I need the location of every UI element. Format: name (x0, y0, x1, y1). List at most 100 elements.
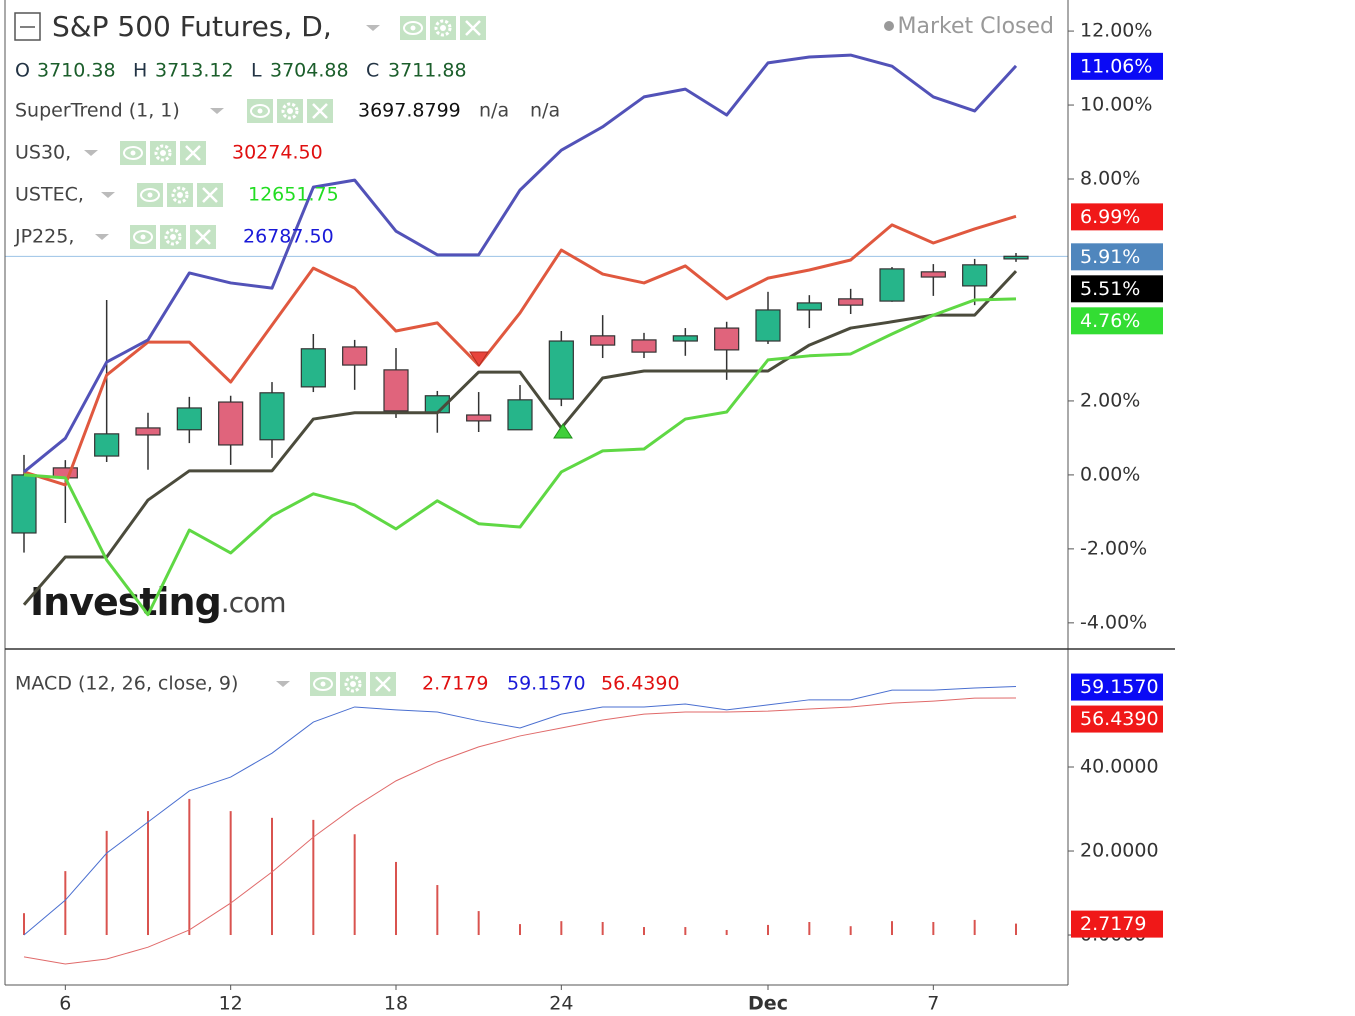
eye-icon (313, 677, 333, 691)
candle-body (11, 474, 37, 534)
ohlc-key: C (366, 60, 379, 82)
price-label: 6.99% (1080, 206, 1140, 228)
candle-body (507, 399, 533, 431)
remove-icon (202, 187, 218, 203)
remove-icon (185, 145, 201, 161)
price-label-box (1071, 673, 1163, 701)
candle-body (466, 414, 492, 422)
y-tick-label: 0.00% (1080, 463, 1140, 485)
ohlc-key: H (133, 60, 147, 82)
price-labels: 11.06% 6.99% 5.91% 5.51% 4.76% 59.1570 56.4390… (1071, 52, 1163, 938)
eye-icon (123, 146, 143, 160)
gear-icon (440, 25, 446, 31)
price-label: 11.06% (1080, 55, 1152, 77)
price-label-box (1071, 705, 1163, 733)
candle-body (838, 298, 864, 306)
legend-value: 26787.50 (243, 226, 334, 248)
dropdown-caret[interactable] (366, 25, 380, 31)
price-label: 5.91% (1080, 246, 1140, 268)
x-tick-label: 6 (59, 993, 71, 1015)
eye-icon (140, 234, 146, 240)
gear-icon (160, 150, 166, 156)
legend-name[interactable]: USTEC, (15, 184, 84, 206)
remove-icon (312, 103, 328, 119)
series-line (23, 53, 1018, 474)
candle-body (342, 346, 368, 366)
y-tick-label: -4.00% (1080, 611, 1147, 633)
gear-icon (177, 192, 183, 198)
ohlc-value: 3710.38 (37, 60, 116, 82)
legend-name[interactable]: SuperTrend (1, 1) (15, 100, 180, 122)
eye-icon (410, 25, 416, 31)
gear-icon (344, 675, 362, 693)
eye-icon (403, 21, 423, 35)
series-line (23, 297, 1017, 617)
y-tick-label: 12.00% (1080, 20, 1152, 42)
series-line (23, 214, 1017, 487)
dropdown-caret[interactable] (276, 681, 290, 687)
series-line (22, 270, 1018, 606)
candle-body (755, 309, 781, 342)
frame (4, 0, 1175, 986)
sell-signal (469, 351, 489, 367)
y-tick-label: 40.0000 (1080, 756, 1159, 778)
eye-icon (320, 681, 326, 687)
legend-name[interactable]: JP225, (14, 226, 74, 248)
buy-signal (553, 423, 573, 439)
price-label-box (1071, 275, 1163, 303)
ohlc-value: 3704.88 (270, 60, 349, 82)
candle-body (714, 327, 740, 351)
candle-body (300, 348, 326, 388)
market-status: Market Closed (897, 14, 1054, 39)
ohlc-value: 3711.88 (388, 60, 467, 82)
y-tick-label: 20.0000 (1080, 840, 1159, 862)
x-tick-label: 12 (219, 993, 243, 1015)
price-label: 2.7179 (1080, 913, 1146, 935)
ohlc-key: L (251, 60, 262, 82)
candle-body (879, 268, 905, 302)
legend-value: 12651.75 (248, 184, 339, 206)
legend-value: 56.4390 (601, 673, 680, 695)
watermark-part: .com (221, 586, 286, 619)
gear-icon (287, 108, 293, 114)
candle-body (590, 335, 616, 346)
plot-area: Investing.com (5, 53, 1068, 965)
indicator-title[interactable]: MACD (12, 26, close, 9) (15, 673, 238, 695)
dropdown-caret[interactable] (101, 192, 115, 198)
gear-icon (164, 228, 182, 246)
x-tick-label: 18 (384, 993, 408, 1015)
eye-icon (130, 150, 136, 156)
x-tick-label: 24 (549, 993, 573, 1015)
dropdown-caret[interactable] (84, 150, 98, 156)
legend-value: 3697.8799 (358, 100, 461, 122)
y-tick-label: 2.00% (1080, 389, 1140, 411)
axes: -4.00% -2.00% 0.00% 2.00% 8.00% 10.00% 12.00% 6… (59, 20, 1158, 1015)
eye-icon (147, 192, 153, 198)
ohlc-value: 3713.12 (155, 60, 234, 82)
legend-value: n/a (530, 100, 560, 122)
price-label-box (1071, 243, 1163, 271)
price-label-box (1071, 203, 1163, 231)
legend-name[interactable]: US30, (15, 142, 71, 164)
series-line (23, 697, 1017, 965)
candle-body (259, 392, 285, 441)
candle-body (962, 264, 988, 287)
legend-value: 30274.50 (232, 142, 323, 164)
candle-body (672, 335, 698, 342)
candle-body (796, 302, 822, 311)
dropdown-caret[interactable] (210, 108, 224, 114)
dropdown-caret[interactable] (95, 234, 109, 240)
eye-icon (133, 230, 153, 244)
candle-body (94, 433, 120, 457)
y-tick-label: 10.00% (1080, 94, 1152, 116)
candle-body (383, 369, 409, 412)
legend-value: n/a (479, 100, 509, 122)
ohlc-key: O (15, 60, 30, 82)
price-label-box (1071, 910, 1163, 938)
price-label: 59.1570 (1080, 676, 1159, 698)
gear-icon (154, 144, 172, 162)
eye-icon (257, 108, 263, 114)
